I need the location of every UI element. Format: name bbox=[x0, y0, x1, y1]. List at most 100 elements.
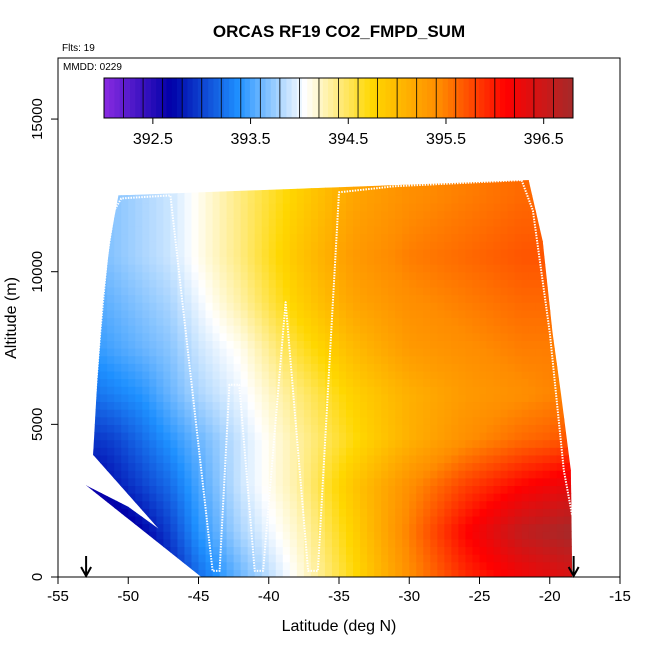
field-cell bbox=[296, 271, 305, 280]
field-cell bbox=[86, 317, 94, 326]
field-cell bbox=[247, 546, 256, 555]
field-cell bbox=[423, 340, 431, 349]
field-cell bbox=[409, 187, 417, 196]
field-cell bbox=[282, 508, 291, 517]
field-cell bbox=[402, 439, 410, 448]
field-cell bbox=[423, 493, 431, 502]
field-cell bbox=[423, 561, 431, 570]
field-cell bbox=[528, 332, 537, 341]
field-cell bbox=[570, 355, 573, 364]
field-cell bbox=[317, 180, 326, 181]
field-cell bbox=[500, 309, 509, 319]
field-cell bbox=[289, 187, 298, 196]
field-cell bbox=[486, 256, 495, 265]
field-cell bbox=[402, 302, 410, 311]
field-cell bbox=[500, 508, 509, 517]
field-cell bbox=[388, 462, 396, 471]
field-cell bbox=[282, 203, 291, 212]
field-cell bbox=[465, 424, 474, 433]
field-cell bbox=[542, 210, 551, 219]
field-cell bbox=[409, 439, 417, 448]
field-cell bbox=[93, 424, 101, 433]
field-cell bbox=[514, 569, 523, 577]
field-cell bbox=[296, 203, 305, 212]
field-cell bbox=[184, 569, 193, 577]
field-cell bbox=[107, 370, 115, 380]
field-cell bbox=[416, 500, 424, 509]
field-cell bbox=[191, 340, 200, 349]
field-cell bbox=[93, 523, 101, 532]
field-cell bbox=[317, 409, 326, 418]
field-cell bbox=[177, 554, 186, 563]
field-cell bbox=[275, 424, 284, 433]
field-cell bbox=[107, 340, 115, 349]
field-cell bbox=[156, 523, 164, 532]
field-cell bbox=[479, 317, 488, 326]
field-cell bbox=[388, 203, 396, 212]
field-cell bbox=[226, 340, 235, 349]
field-cell bbox=[549, 363, 558, 372]
field-cell bbox=[107, 493, 115, 502]
field-cell bbox=[437, 233, 445, 242]
field-cell bbox=[205, 561, 214, 570]
field-cell bbox=[324, 271, 333, 280]
field-cell bbox=[563, 218, 572, 227]
field-cell bbox=[86, 401, 87, 410]
field-cell bbox=[191, 203, 200, 212]
field-cell bbox=[360, 187, 368, 196]
field-cell bbox=[177, 317, 186, 326]
field-cell bbox=[254, 470, 263, 479]
field-cell bbox=[114, 332, 122, 341]
field-cell bbox=[149, 340, 157, 349]
field-cell bbox=[423, 286, 431, 296]
field-cell bbox=[261, 294, 270, 303]
field-cell bbox=[437, 332, 445, 341]
field-cell bbox=[254, 409, 263, 418]
field-cell bbox=[184, 515, 193, 525]
field-cell bbox=[409, 195, 417, 204]
colorbar-swatch bbox=[395, 78, 402, 118]
field-cell bbox=[212, 447, 221, 456]
field-cell bbox=[500, 218, 509, 227]
field-cell bbox=[563, 447, 572, 456]
field-cell bbox=[107, 462, 115, 471]
field-cell bbox=[121, 462, 129, 471]
field-cell bbox=[128, 431, 136, 441]
field-cell bbox=[528, 187, 537, 196]
field-cell bbox=[310, 180, 319, 181]
field-cell bbox=[444, 515, 452, 525]
field-cell bbox=[198, 508, 207, 517]
field-cell bbox=[360, 546, 368, 555]
field-cell bbox=[142, 294, 150, 303]
field-cell bbox=[570, 210, 573, 219]
field-cell bbox=[563, 508, 572, 517]
field-cell bbox=[226, 225, 235, 235]
field-cell bbox=[184, 561, 193, 570]
field-cell bbox=[458, 187, 467, 196]
field-cell bbox=[247, 424, 256, 433]
field-cell bbox=[528, 409, 537, 418]
field-cell bbox=[402, 386, 410, 395]
field-cell bbox=[163, 493, 172, 502]
field-cell bbox=[388, 515, 396, 525]
field-cell bbox=[184, 508, 193, 517]
field-cell bbox=[303, 508, 312, 517]
field-cell bbox=[556, 317, 565, 326]
field-cell bbox=[437, 508, 445, 517]
field-cell bbox=[360, 538, 368, 548]
field-cell bbox=[374, 462, 382, 471]
field-cell bbox=[402, 256, 410, 265]
field-cell bbox=[191, 279, 200, 288]
field-cell bbox=[254, 340, 263, 349]
field-cell bbox=[535, 531, 544, 540]
field-cell bbox=[514, 378, 523, 387]
field-cell bbox=[458, 363, 467, 372]
field-cell bbox=[156, 180, 164, 189]
field-cell bbox=[500, 561, 509, 570]
field-cell bbox=[479, 409, 488, 418]
colorbar-swatch bbox=[229, 78, 235, 118]
field-cell bbox=[282, 523, 291, 532]
field-cell bbox=[135, 248, 143, 258]
field-cell bbox=[367, 233, 375, 242]
